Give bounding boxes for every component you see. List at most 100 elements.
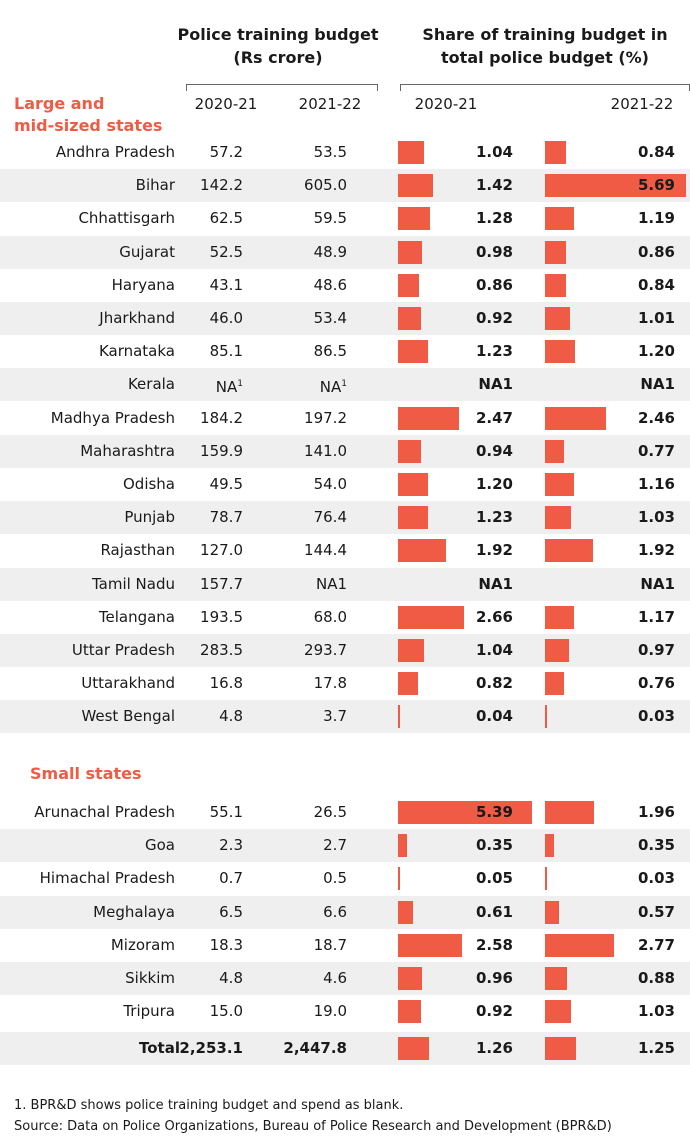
share-2021-22: 1.96 (637, 803, 675, 821)
budget-year2-header: 2021-22 (298, 95, 362, 113)
share-2020-21: 2.58 (475, 935, 513, 954)
share-2020-21: 0.05 (475, 869, 513, 888)
budget-2020-21: 43.1 (209, 275, 243, 294)
share-title-line1: Share of training budget in (422, 25, 668, 44)
share-2021-22: 0.84 (637, 143, 675, 161)
state-name: Uttarakhand (81, 674, 175, 693)
budget-2021-22: 17.8 (313, 674, 347, 693)
state-name: Meghalaya (93, 902, 175, 921)
share-2020-21: 0.94 (475, 441, 513, 460)
table-row: Telangana 193.5 68.0 2.66 1.17 (0, 601, 690, 634)
footnote-marker: 1 (237, 379, 243, 390)
bar-2020-21 (398, 834, 407, 858)
bar-2020-21 (398, 439, 422, 463)
budget-2021-22: 605.0 (304, 176, 347, 195)
budget-2020-21: 18.3 (209, 935, 243, 954)
bar-2020-21 (398, 273, 420, 297)
share-2021-22: NA1 (640, 375, 675, 394)
bar-2021-22 (545, 539, 593, 563)
bar-2020-21 (398, 933, 462, 957)
budget-2021-22: 144.4 (304, 541, 347, 560)
bar-2020-21 (398, 1037, 430, 1060)
budget-2021-22: 19.0 (313, 1002, 347, 1021)
budget-2021-22: 4.6 (323, 969, 347, 987)
bar-2021-22 (545, 1000, 571, 1024)
budget-2020-21: 52.5 (209, 242, 243, 261)
budget-2020-21: 4.8 (219, 969, 243, 987)
budget-2021-22: 18.7 (313, 935, 347, 954)
table-row: Gujarat 52.5 48.9 0.98 0.86 (0, 235, 690, 269)
budget-2020-21: 46.0 (209, 309, 243, 327)
table-row: Arunachal Pradesh 55.1 26.5 5.39 1.96 (0, 796, 690, 829)
bar-2021-22 (545, 240, 567, 264)
table-row: Chhattisgarh 62.5 59.5 1.28 1.19 (0, 202, 690, 235)
share-2021-22: 1.17 (637, 607, 675, 626)
state-name: Odisha (122, 475, 175, 493)
budget-2020-21: 57.2 (209, 143, 243, 161)
table-row: Meghalaya 6.5 6.6 0.61 0.57 (0, 895, 690, 929)
state-name: Haryana (111, 275, 175, 294)
bar-2020-21 (398, 207, 430, 231)
share-2021-22: 1.03 (637, 1002, 675, 1021)
table-row: Maharashtra 159.9 141.0 0.94 0.77 (0, 434, 690, 468)
bar-2021-22 (545, 605, 574, 629)
table-row: Madhya Pradesh 184.2 197.2 2.47 2.46 (0, 402, 690, 435)
budget-2021-22: 6.6 (323, 902, 347, 921)
share-2021-22: 0.76 (637, 674, 675, 693)
state-name: Total (139, 1039, 180, 1057)
budget-2021-22: 48.9 (313, 242, 347, 261)
state-name: Goa (145, 836, 175, 855)
budget-year1-header: 2020-21 (194, 95, 258, 113)
budget-2021-22: 293.7 (304, 641, 347, 659)
share-2020-21: 1.04 (475, 143, 513, 161)
budget-2020-21: 184.2 (200, 408, 243, 427)
bar-2021-22 (545, 141, 566, 164)
share-2020-21: 1.23 (475, 508, 513, 527)
footnote: 1. BPR&D shows police training budget an… (14, 1098, 404, 1113)
share-2021-22: 1.92 (637, 541, 675, 560)
budget-2021-22: 59.5 (313, 209, 347, 228)
bar-2021-22 (545, 867, 547, 891)
share-2021-22: 0.88 (637, 969, 675, 987)
bar-2021-22 (545, 273, 566, 297)
share-2020-21: 0.61 (475, 902, 513, 921)
bar-2021-22 (545, 705, 547, 729)
bar-2020-21 (398, 867, 400, 891)
bar-2020-21 (398, 406, 460, 430)
state-name: Gujarat (119, 242, 175, 261)
share-2020-21: NA1 (478, 574, 513, 593)
state-name: Tripura (123, 1002, 175, 1021)
bar-2020-21 (398, 639, 424, 662)
bar-2021-22 (545, 506, 571, 530)
bar-2020-21 (398, 539, 446, 563)
share-2021-22: 2.46 (637, 408, 675, 427)
share-2020-21: 1.28 (475, 209, 513, 228)
budget-2021-22: 54.0 (313, 475, 347, 493)
share-2021-22: NA1 (640, 574, 675, 593)
budget-2021-22: 0.5 (323, 869, 347, 888)
share-2020-21: 1.04 (475, 641, 513, 659)
budget-title-line1: Police training budget (177, 25, 379, 44)
budget-2021-22: 197.2 (304, 408, 347, 427)
budget-2021-22: 2.7 (323, 836, 347, 855)
budget-2020-21: 6.5 (219, 902, 243, 921)
table-row: Andhra Pradesh 57.2 53.5 1.04 0.84 (0, 136, 690, 169)
table-row: Haryana 43.1 48.6 0.86 0.84 (0, 269, 690, 302)
share-2021-22: 1.19 (637, 209, 675, 228)
budget-title-line2: (Rs crore) (233, 48, 323, 67)
table-row: Sikkim 4.8 4.6 0.96 0.88 (0, 962, 690, 995)
share-title-line2: total police budget (%) (441, 48, 649, 67)
bar-2021-22 (545, 473, 574, 496)
bar-2020-21 (398, 705, 400, 729)
budget-2020-21: 85.1 (209, 342, 243, 361)
bar-2020-21 (398, 307, 421, 330)
share-2020-21: 1.26 (475, 1039, 513, 1057)
bar-2020-21 (398, 605, 464, 629)
bar-2020-21 (398, 967, 422, 990)
section-large-line1: Large and (14, 94, 105, 113)
state-name: Punjab (124, 508, 175, 527)
budget-2020-21: 16.8 (209, 674, 243, 693)
share-2020-21: 0.92 (475, 309, 513, 327)
state-name: Bihar (135, 176, 175, 195)
bar-2020-21 (398, 506, 429, 530)
